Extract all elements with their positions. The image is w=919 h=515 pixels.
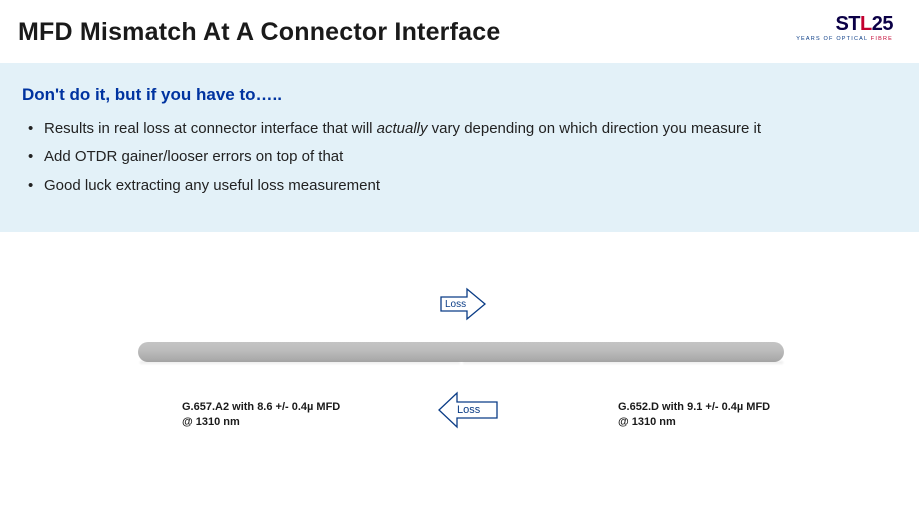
spec-left-line2: @ 1310 nm — [182, 415, 382, 430]
bullet-text-post: vary depending on which direction you me… — [428, 120, 762, 137]
arrow-loss-right: Loss — [435, 284, 490, 324]
bullet-item: Results in real loss at connector interf… — [28, 119, 885, 139]
spec-left: G.657.A2 with 8.6 +/- 0.4µ MFD @ 1310 nm — [182, 400, 382, 430]
logo-main: STL25 — [835, 14, 893, 34]
slide-title: MFD Mismatch At A Connector Interface — [18, 18, 500, 47]
logo-tagline-accent: FIBRE — [871, 36, 893, 42]
arrow-right-icon — [435, 284, 490, 324]
spec-right: G.652.D with 9.1 +/- 0.4µ MFD @ 1310 nm — [618, 400, 818, 430]
connector-diagram: Loss Loss G.657.A2 with 8.6 +/- 0.4µ MFD… — [0, 260, 919, 480]
bullet-text-pre: Add OTDR gainer/looser errors on top of … — [44, 148, 343, 165]
bullet-text-em: actually — [377, 120, 428, 137]
bullet-list: Results in real loss at connector interf… — [22, 119, 895, 196]
brand-logo: STL25 YEARS OF OPTICAL FIBRE — [796, 14, 893, 42]
fiber-shadow-right — [463, 361, 783, 364]
fiber-shadow-left — [140, 361, 460, 364]
logo-accent-2: 25 — [872, 13, 893, 35]
spec-left-line1: G.657.A2 with 8.6 +/- 0.4µ MFD — [182, 400, 382, 415]
slide-header: MFD Mismatch At A Connector Interface ST… — [0, 0, 919, 57]
spec-right-line2: @ 1310 nm — [618, 415, 818, 430]
logo-prefix: ST — [835, 13, 860, 35]
spec-right-line1: G.652.D with 9.1 +/- 0.4µ MFD — [618, 400, 818, 415]
fiber-right — [461, 342, 784, 362]
arrow-left-icon — [435, 388, 503, 432]
logo-tagline-plain: YEARS OF OPTICAL — [796, 36, 871, 42]
bullet-item: Add OTDR gainer/looser errors on top of … — [28, 147, 885, 167]
logo-accent-1: L — [860, 13, 872, 35]
info-subtitle: Don't do it, but if you have to….. — [22, 85, 895, 105]
info-panel: Don't do it, but if you have to….. Resul… — [0, 63, 919, 232]
bullet-text-pre: Results in real loss at connector interf… — [44, 120, 377, 137]
bullet-text-pre: Good luck extracting any useful loss mea… — [44, 177, 380, 194]
arrow-loss-left: Loss — [435, 388, 503, 432]
fiber-left — [138, 342, 461, 362]
bullet-item: Good luck extracting any useful loss mea… — [28, 176, 885, 196]
logo-tagline: YEARS OF OPTICAL FIBRE — [796, 36, 893, 42]
